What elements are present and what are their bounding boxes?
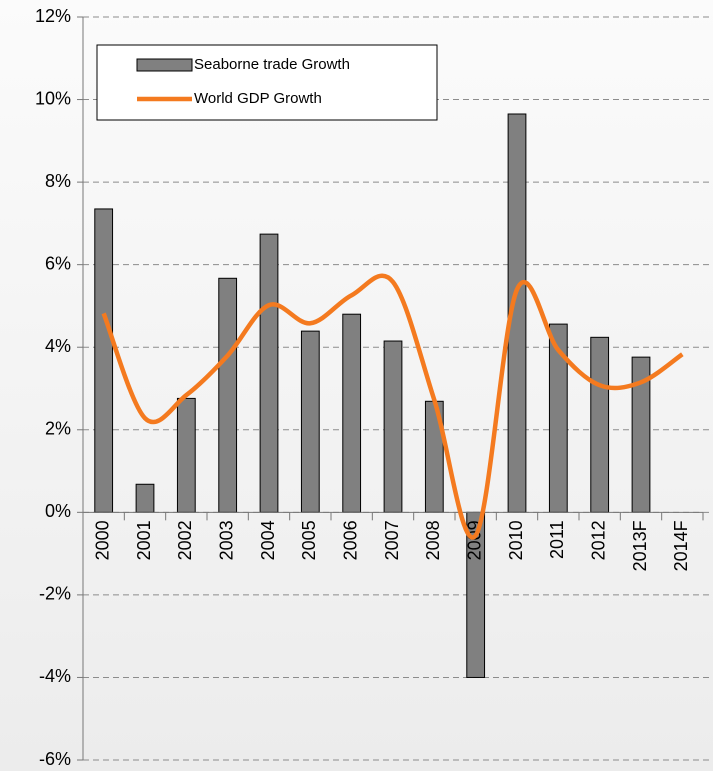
legend-box (96, 44, 438, 121)
bar (176, 397, 196, 513)
x-tick-label: 2011 (547, 520, 567, 559)
legend-label: Seaborne trade Growth (194, 56, 350, 73)
y-tick-label: -6% (39, 749, 71, 769)
bar (300, 330, 320, 513)
x-tick-label: 2000 (92, 520, 112, 560)
x-tick-label: 2012 (588, 520, 608, 560)
x-tick-label: 2005 (299, 520, 319, 560)
x-tick-label: 2013F (630, 520, 650, 571)
y-tick-label: 6% (45, 253, 71, 273)
y-tick-label: 2% (45, 419, 71, 439)
legend-label: World GDP Growth (194, 90, 322, 107)
y-tick-label: 10% (35, 88, 71, 108)
x-tick-label: 2007 (382, 520, 402, 560)
bar (259, 233, 279, 513)
x-tick-label: 2002 (175, 520, 195, 560)
x-tick-label: 2008 (423, 520, 443, 560)
x-tick-label: 2006 (340, 520, 360, 560)
y-tick-label: 4% (45, 336, 71, 356)
legend-swatch (136, 58, 193, 72)
line (101, 273, 684, 540)
x-tick-label: 2003 (216, 520, 236, 560)
y-tick-label: -2% (39, 584, 71, 604)
y-tick-label: 0% (45, 501, 71, 521)
y-tick-label: 12% (35, 6, 71, 26)
y-tick-label: 8% (45, 171, 71, 191)
bar (218, 277, 238, 513)
bar (342, 313, 362, 513)
y-tick-label: -4% (39, 666, 71, 686)
bar (383, 340, 403, 513)
bar (94, 208, 114, 513)
x-tick-label: 2004 (258, 520, 278, 560)
bar (590, 336, 610, 513)
x-tick-label: 2014F (671, 520, 691, 571)
bar (135, 483, 155, 513)
x-tick-label: 2001 (134, 520, 154, 560)
legend: Seaborne trade Growth World GDP Growth (96, 44, 438, 121)
x-tick-label: 2010 (506, 520, 526, 560)
